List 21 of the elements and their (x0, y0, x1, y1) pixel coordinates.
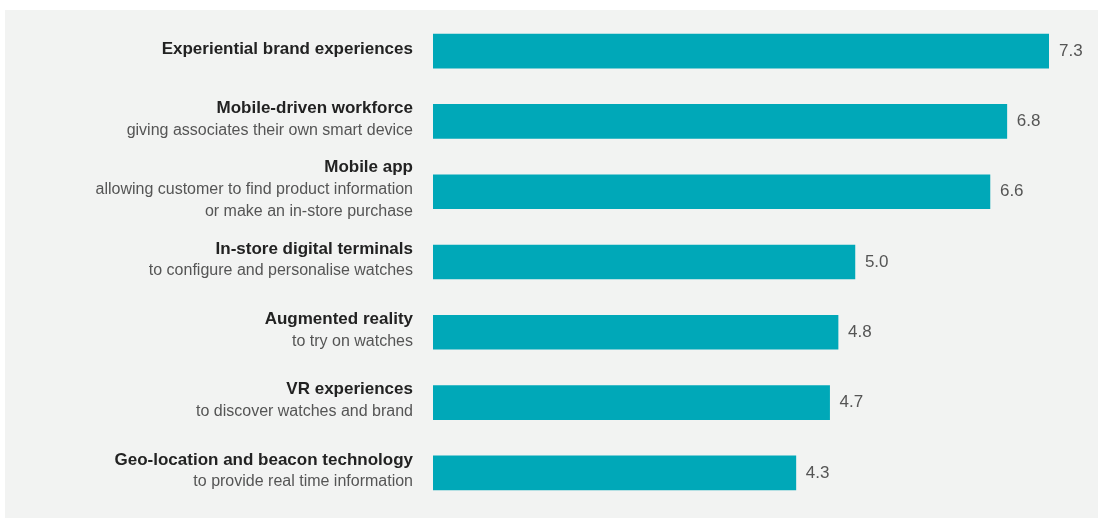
y-tick-label: Mobile app allowing customer to find product information or make an in-store purchase (95, 157, 414, 220)
bar (433, 385, 830, 420)
bar (433, 174, 991, 210)
bar (433, 33, 1049, 69)
bar (433, 244, 856, 280)
data-label: 4.3 (805, 462, 830, 482)
y-tick-label: In-store digital terminals to configure and personalise watches (148, 238, 413, 279)
y-tick-label: Mobile-driven workforce giving associates their own smart device (126, 98, 414, 138)
data-label: 4.8 (848, 321, 872, 341)
y-tick-label: Experiential brand experiences (161, 38, 413, 58)
bar (433, 455, 797, 491)
data-label: 7.3 (1059, 40, 1083, 60)
data-label: 6.6 (999, 181, 1024, 201)
data-label: 5.0 (864, 251, 889, 271)
y-tick-label: Augmented reality to try on watches (264, 308, 414, 349)
bar (433, 104, 1008, 139)
data-label: 6.8 (1016, 111, 1041, 131)
bar (433, 314, 839, 350)
y-tick-label: Geo-location and beacon technology to provide real time information (114, 449, 414, 490)
y-tick-label: VR experiences to discover watches and brand (195, 379, 413, 419)
data-label: 4.7 (839, 392, 864, 412)
